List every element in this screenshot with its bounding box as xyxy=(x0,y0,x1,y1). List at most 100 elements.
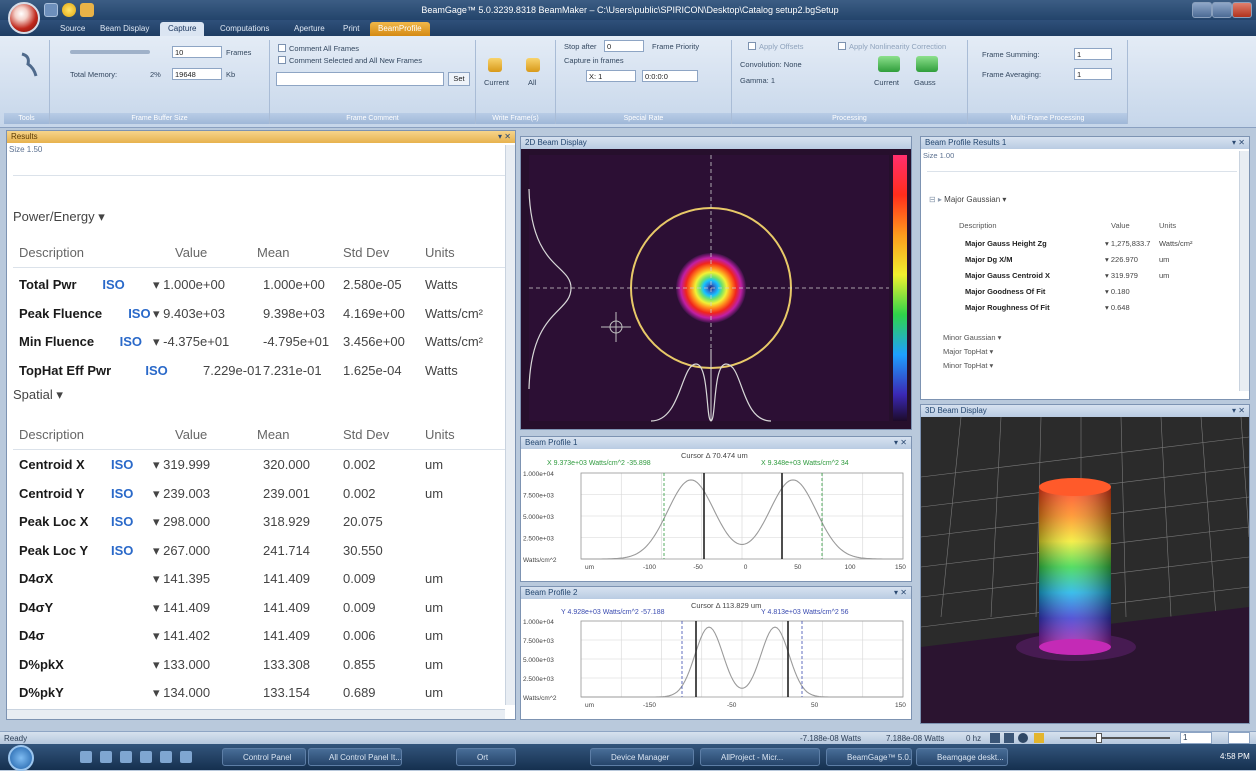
quick-launch-icon[interactable] xyxy=(160,751,172,763)
taskbar-item[interactable]: All Control Panel It... xyxy=(308,748,402,766)
tools-icon[interactable] xyxy=(18,52,40,80)
quick-launch-icon[interactable] xyxy=(80,751,92,763)
beam-3d-view[interactable] xyxy=(921,417,1249,723)
x-input[interactable]: X: 1 xyxy=(586,70,636,82)
bpr-section[interactable]: ⊟ ▸ Major Gaussian ▾ xyxy=(929,195,1007,204)
bpr-subsection[interactable]: Minor TopHat ▾ xyxy=(943,361,994,370)
status-icon-1[interactable] xyxy=(990,733,1000,743)
results-scrollbar[interactable] xyxy=(505,145,515,705)
row-value[interactable]: ▾ -4.375e+01 xyxy=(153,334,230,349)
table-row[interactable]: Total Pwr ISO ▾ 1.000e+00 1.000e+00 2.580e-0… xyxy=(7,271,517,299)
bpr-row[interactable]: Major Roughness Of Fit ▾ 0.648 xyxy=(921,303,1241,317)
table-row[interactable]: Peak Loc Y ISO ▾ 267.000 241.714 30.550 xyxy=(7,537,517,565)
bpr-size[interactable]: Size 1.00 xyxy=(923,151,955,160)
gauss-process-icon[interactable] xyxy=(916,56,938,72)
bpr-row[interactable]: Major Gauss Height Zg ▾ 1,275,833.7 Watts/… xyxy=(921,239,1241,253)
column-header[interactable]: Value xyxy=(175,245,208,260)
table-row[interactable]: D%pkX ▾ 133.000 133.308 0.855 um xyxy=(7,651,517,679)
tab-capture[interactable]: Capture xyxy=(160,22,205,36)
table-row[interactable]: D4σ ▾ 141.402 141.409 0.006 um xyxy=(7,622,517,650)
pane-controls[interactable]: ▾ ✕ xyxy=(1232,138,1245,147)
tab-beam-display[interactable]: Beam Display xyxy=(100,24,150,33)
taskbar-item[interactable]: Ort xyxy=(456,748,516,766)
color-palette-bar[interactable] xyxy=(893,155,907,421)
row-value[interactable]: 7.229e-01 xyxy=(203,362,262,378)
close-button[interactable] xyxy=(1232,2,1252,18)
beam-profile-1-chart[interactable]: 1.000e+04 7.500e+03 5.000e+03 2.500e+03 Watt… xyxy=(521,469,911,581)
quick-launch-icon[interactable] xyxy=(120,751,132,763)
row-value[interactable]: ▾ 141.409 xyxy=(153,599,211,615)
beam-2d-view[interactable] xyxy=(521,149,911,429)
row-value[interactable]: ▾ 141.402 xyxy=(153,628,211,643)
comment-input[interactable] xyxy=(276,72,444,86)
power-energy-section[interactable]: Power/Energy ▾ xyxy=(13,209,105,224)
row-value[interactable]: ▾ 319.999 xyxy=(153,457,211,472)
pane-controls[interactable]: ▾ ✕ xyxy=(894,588,907,597)
row-value[interactable]: ▾ 1.000e+00 xyxy=(153,277,225,292)
row-value[interactable]: ▾ 133.000 xyxy=(153,656,211,672)
buffer-slider[interactable] xyxy=(70,50,150,54)
taskbar-item[interactable]: Control Panel xyxy=(222,748,306,766)
table-row[interactable]: D%pkY ▾ 134.000 133.154 0.689 um xyxy=(7,679,517,707)
quick-launch-icon[interactable] xyxy=(100,751,112,763)
column-header[interactable]: Units xyxy=(425,245,455,260)
results-size[interactable]: Size 1.50 xyxy=(9,145,43,154)
comment-selected-checkbox[interactable]: Comment Selected and All New Frames xyxy=(278,56,422,65)
zoom-input[interactable]: 1 xyxy=(1180,732,1212,744)
write-current-icon[interactable] xyxy=(488,58,502,72)
iso-link[interactable]: ISO xyxy=(111,457,134,472)
time-input[interactable]: 0:0:0:0 xyxy=(642,70,698,82)
column-header[interactable]: Mean xyxy=(257,427,290,442)
column-header[interactable]: Units xyxy=(425,427,455,442)
fit-button[interactable] xyxy=(1228,732,1250,744)
bpr-row-value[interactable]: ▾ 1,275,833.7 xyxy=(1105,239,1151,248)
table-row[interactable]: TopHat Eff Pwr ISO 7.229e-01 7.231e-01 1.625… xyxy=(7,357,517,385)
frame-priority-dropdown[interactable]: Frame Priority xyxy=(652,42,700,51)
start-button[interactable] xyxy=(8,745,34,771)
bpr-row-value[interactable]: ▾ 0.648 xyxy=(1105,303,1130,312)
convolution-dropdown[interactable]: Convolution: None xyxy=(740,60,802,69)
bpr-row-value[interactable]: ▾ 0.180 xyxy=(1105,287,1130,296)
table-row[interactable]: D4σY ▾ 141.409 141.409 0.009 um xyxy=(7,594,517,622)
results-hscrollbar[interactable] xyxy=(7,709,505,719)
table-row[interactable]: Min Fluence ISO ▾ -4.375e+01 -4.795e+01 3.45… xyxy=(7,328,517,356)
apply-nonlinearity-checkbox[interactable]: Apply Nonlinearity Correction xyxy=(838,42,946,51)
iso-link[interactable]: ISO xyxy=(111,514,134,529)
app-menu-orb[interactable] xyxy=(8,2,40,34)
table-row[interactable]: Centroid X ISO ▾ 319.999 320.000 0.002 um xyxy=(7,451,517,479)
bpr-column-header[interactable]: Units xyxy=(1159,221,1177,230)
gamma-field[interactable]: Gamma: 1 xyxy=(740,76,776,85)
bpr-column-header[interactable]: Description xyxy=(959,221,997,230)
apply-offsets-checkbox[interactable]: Apply Offsets xyxy=(748,42,803,51)
pane-controls[interactable]: ▾ ✕ xyxy=(498,132,511,141)
column-header[interactable]: Description xyxy=(19,245,85,260)
row-value[interactable]: ▾ 141.395 xyxy=(153,571,211,586)
bpr-row[interactable]: Major Dg X/M ▾ 226.970 um xyxy=(921,255,1241,269)
tab-aperture[interactable]: Aperture xyxy=(294,24,325,33)
status-icon-4[interactable] xyxy=(1034,733,1044,743)
bpr-scrollbar[interactable] xyxy=(1239,151,1249,391)
column-header[interactable]: Mean xyxy=(257,245,290,260)
table-row[interactable]: Peak Fluence ISO ▾ 9.403e+03 9.398e+03 4.169… xyxy=(7,300,517,328)
row-value[interactable]: ▾ 267.000 xyxy=(153,542,211,558)
comment-all-checkbox[interactable]: Comment All Frames xyxy=(278,44,359,53)
spatial-section[interactable]: Spatial ▾ xyxy=(13,387,63,402)
iso-link[interactable]: ISO xyxy=(145,362,168,378)
bpr-row-value[interactable]: ▾ 319.979 xyxy=(1105,271,1138,280)
bpr-subsection[interactable]: Major TopHat ▾ xyxy=(943,347,994,356)
iso-link[interactable]: ISO xyxy=(111,485,134,501)
bpr-column-header[interactable]: Value xyxy=(1111,221,1130,230)
tab-print[interactable]: Print xyxy=(343,24,360,33)
pane-controls[interactable]: ▾ ✕ xyxy=(894,438,907,447)
status-icon-3[interactable] xyxy=(1018,733,1028,743)
stop-after-input[interactable]: 0 xyxy=(604,40,644,52)
zoom-slider[interactable] xyxy=(1060,737,1170,739)
tab-beamprofile[interactable]: BeamProfile xyxy=(370,22,430,36)
current-process-icon[interactable] xyxy=(878,56,900,72)
table-row[interactable]: Peak Loc X ISO ▾ 298.000 318.929 20.075 xyxy=(7,508,517,536)
table-row[interactable]: Centroid Y ISO ▾ 239.003 239.001 0.002 um xyxy=(7,480,517,508)
taskbar-item[interactable]: AllProject - Micr... xyxy=(700,748,820,766)
bpr-row-value[interactable]: ▾ 226.970 xyxy=(1105,255,1138,264)
row-value[interactable]: ▾ 298.000 xyxy=(153,514,211,529)
column-header[interactable]: Std Dev xyxy=(343,245,390,260)
